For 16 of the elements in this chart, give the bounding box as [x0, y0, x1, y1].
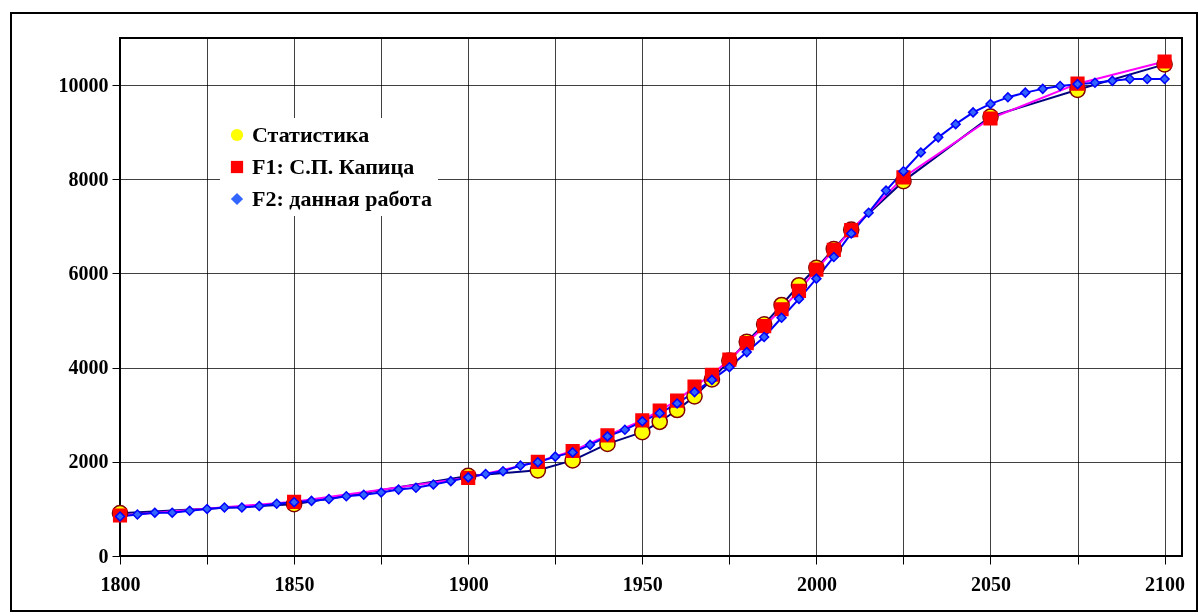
- legend-label: Статистика: [252, 122, 370, 147]
- y-tick-label: 10000: [58, 73, 109, 96]
- x-tick-label: 1900: [448, 572, 489, 595]
- x-tick-label: 1850: [274, 572, 315, 595]
- x-tick-label: 1800: [100, 572, 141, 595]
- y-tick-label: 0: [98, 544, 109, 567]
- x-tick-label: 1950: [622, 572, 663, 595]
- y-tick-label: 4000: [68, 356, 109, 379]
- legend-label: F1: С.П. Капица: [252, 154, 415, 179]
- x-tick-label: 2100: [1145, 572, 1186, 595]
- y-tick-label: 8000: [68, 167, 109, 190]
- legend-label: F2: данная работа: [252, 186, 432, 211]
- y-tick-label: 6000: [68, 261, 109, 284]
- x-tick-label: 2000: [796, 572, 837, 595]
- y-tick-label: 2000: [68, 450, 109, 473]
- x-tick-label: 2050: [970, 572, 1011, 595]
